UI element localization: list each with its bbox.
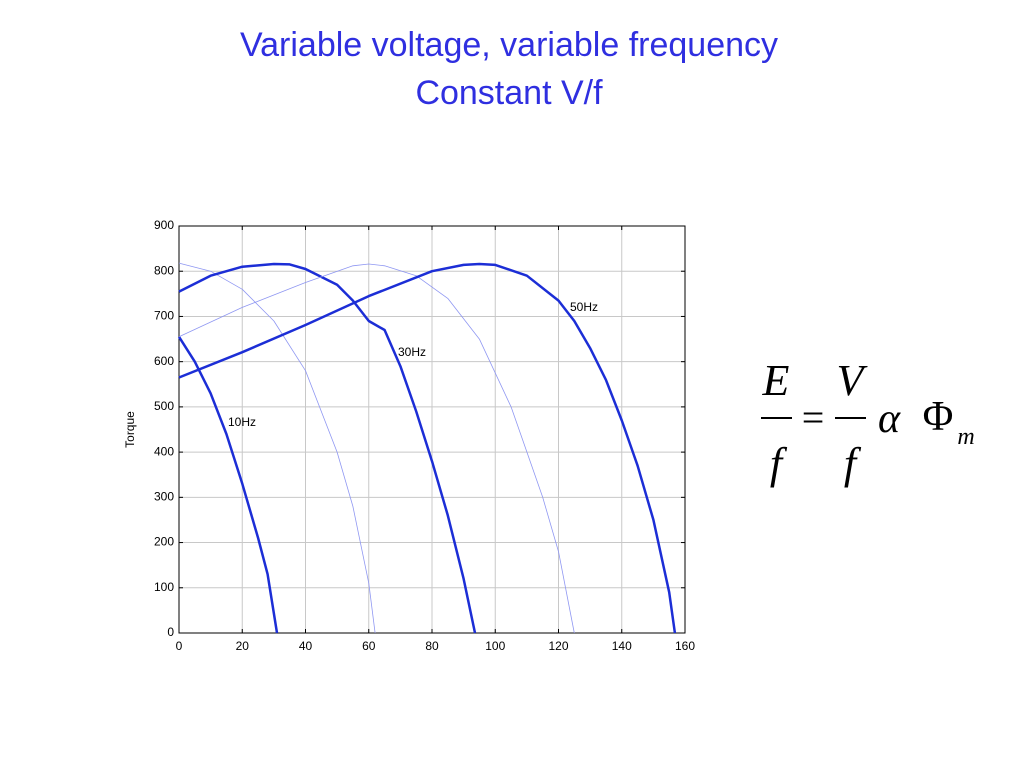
eq-text: E	[762, 356, 790, 405]
y-tick-label: 800	[154, 263, 174, 277]
eq-text: f	[770, 439, 788, 488]
eq-text: α	[878, 396, 901, 442]
data-line	[178, 262, 477, 634]
y-tick-label: 0	[167, 625, 174, 639]
x-tick-label: 100	[485, 639, 505, 653]
eq-text: Φ	[923, 394, 954, 440]
y-tick-label: 100	[154, 580, 174, 594]
x-tick-label: 120	[548, 639, 568, 653]
x-tick-label: 0	[176, 639, 183, 653]
y-tick-label: 600	[154, 354, 174, 368]
x-tick-label: 140	[612, 639, 632, 653]
eq-text: V	[837, 356, 869, 405]
plot: 0 100 200 300 400 500 600 700 800 900 0 20 40 60 80 100…	[123, 218, 695, 653]
data-line	[178, 262, 677, 634]
y-tick-label: 200	[154, 535, 174, 549]
y-tick-label: 500	[154, 399, 174, 413]
y-axis-label: Torque	[123, 411, 137, 448]
equation: E f = V f α Φ m	[761, 356, 975, 488]
x-tick-label: 60	[362, 639, 376, 653]
data-line	[178, 263, 575, 634]
curve-label: 50Hz	[570, 300, 598, 314]
eq-text: f	[844, 439, 862, 488]
x-tick-label: 40	[299, 639, 313, 653]
data-line	[178, 262, 376, 634]
eq-text: =	[802, 395, 825, 440]
slide-title-line: Variable voltage, variable frequency	[240, 26, 778, 64]
data-line	[177, 336, 279, 634]
x-tick-label: 20	[236, 639, 250, 653]
plot-frame	[178, 225, 686, 634]
x-tick-label: 80	[425, 639, 439, 653]
y-tick-label: 300	[154, 490, 174, 504]
curve-label: 30Hz	[398, 345, 426, 359]
x-tick-label: 160	[675, 639, 695, 653]
y-tick-label: 400	[154, 444, 174, 458]
y-tick-label: 900	[154, 218, 174, 232]
slide-title-line: Constant V/f	[415, 74, 603, 112]
y-tick-label: 700	[154, 309, 174, 323]
eq-text: m	[957, 424, 974, 450]
curve-label: 10Hz	[228, 415, 256, 429]
